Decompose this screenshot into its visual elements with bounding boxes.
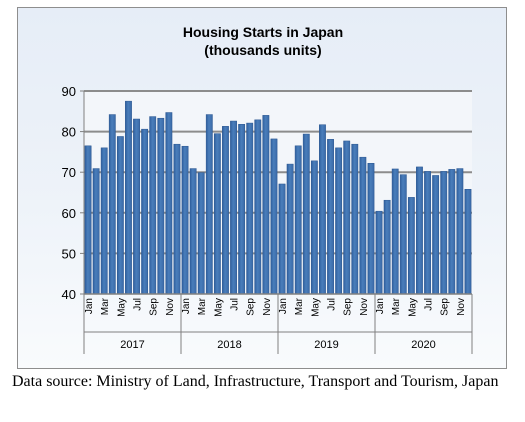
chart-frame: Housing Starts in Japan (thousands units…	[17, 7, 507, 369]
bar	[254, 119, 262, 295]
x-month-label: Sep	[343, 298, 354, 316]
x-month-label: Jul	[133, 298, 144, 311]
bar	[278, 183, 286, 295]
bar	[246, 122, 254, 295]
bar	[424, 171, 431, 295]
bar	[84, 145, 92, 295]
bar	[222, 126, 229, 295]
bar	[440, 171, 448, 295]
bar	[189, 168, 197, 295]
bar	[262, 115, 270, 295]
x-year-label: 2018	[217, 339, 241, 351]
x-month-label: Mar	[100, 297, 111, 315]
bar-chart: 40 50 60 70 80 90 Jan Mar May Jul Sep Nov Jan Mar May J…	[62, 84, 473, 354]
bar	[464, 189, 472, 295]
plot-area	[84, 91, 472, 294]
bar	[399, 174, 407, 295]
chart-title: Housing Starts in Japan	[182, 24, 344, 40]
x-month-label: Nov	[456, 298, 467, 316]
x-month-label: Nov	[262, 298, 273, 316]
bar	[302, 133, 310, 295]
bar	[327, 139, 334, 295]
chart-subtitle: (thousands units)	[204, 42, 322, 58]
bar	[108, 114, 116, 295]
x-month-label: Jan	[375, 298, 386, 314]
x-month-label: Sep	[149, 298, 160, 316]
bar	[416, 166, 423, 295]
x-month-label: May	[116, 298, 127, 317]
x-year-label: 2019	[314, 339, 338, 351]
bar	[92, 168, 100, 295]
x-year-label: 2017	[120, 339, 144, 351]
bar	[375, 210, 383, 295]
y-tick-label: 40	[62, 287, 76, 302]
bar	[367, 163, 375, 295]
bar	[238, 124, 246, 295]
bar	[383, 199, 391, 295]
data-source-caption: Data source: Ministry of Land, Infrastru…	[12, 373, 499, 390]
x-month-label: Mar	[197, 297, 208, 315]
bar	[343, 140, 351, 295]
bar	[197, 172, 205, 295]
bar	[116, 136, 124, 295]
bar	[165, 112, 173, 295]
x-month-label: May	[213, 298, 224, 317]
bar	[100, 147, 108, 295]
x-month-label: Jul	[424, 298, 435, 311]
x-month-label: Jan	[278, 298, 289, 314]
bar	[181, 145, 189, 295]
x-month-label: Jul	[230, 298, 241, 311]
x-month-label: Jan	[84, 298, 95, 314]
bar	[141, 128, 149, 295]
y-tick-label: 80	[62, 125, 76, 140]
x-month-label: Mar	[391, 297, 402, 315]
bar	[173, 143, 181, 295]
bar	[270, 138, 278, 295]
bar	[286, 163, 294, 295]
y-tick-label: 70	[62, 165, 76, 180]
bar	[310, 160, 318, 295]
bar	[448, 169, 456, 295]
bar	[294, 145, 302, 295]
x-month-label: Jul	[327, 298, 338, 311]
bar	[351, 143, 359, 295]
bar	[391, 168, 399, 295]
bar	[149, 116, 157, 295]
x-month-label: Jan	[181, 298, 192, 314]
bar	[230, 120, 237, 295]
x-month-label: May	[310, 298, 321, 317]
y-tick-label: 50	[62, 246, 76, 261]
bar	[213, 133, 221, 295]
x-month-label: Sep	[246, 298, 257, 316]
bar	[157, 117, 165, 295]
x-year-label: 2020	[411, 339, 435, 351]
bar	[359, 156, 367, 295]
bar	[133, 118, 140, 295]
bar	[456, 168, 464, 295]
x-month-label: Nov	[359, 298, 370, 316]
x-month-label: May	[407, 298, 418, 317]
y-tick-label: 60	[62, 206, 76, 221]
bar	[319, 124, 326, 295]
y-tick-label: 90	[62, 84, 76, 99]
bar	[335, 147, 343, 295]
bar	[432, 175, 440, 295]
x-month-label: Sep	[440, 298, 451, 316]
x-month-label: Nov	[165, 298, 176, 316]
x-month-label: Mar	[294, 297, 305, 315]
bar	[125, 100, 132, 295]
bar	[205, 114, 213, 295]
bar	[407, 197, 415, 295]
